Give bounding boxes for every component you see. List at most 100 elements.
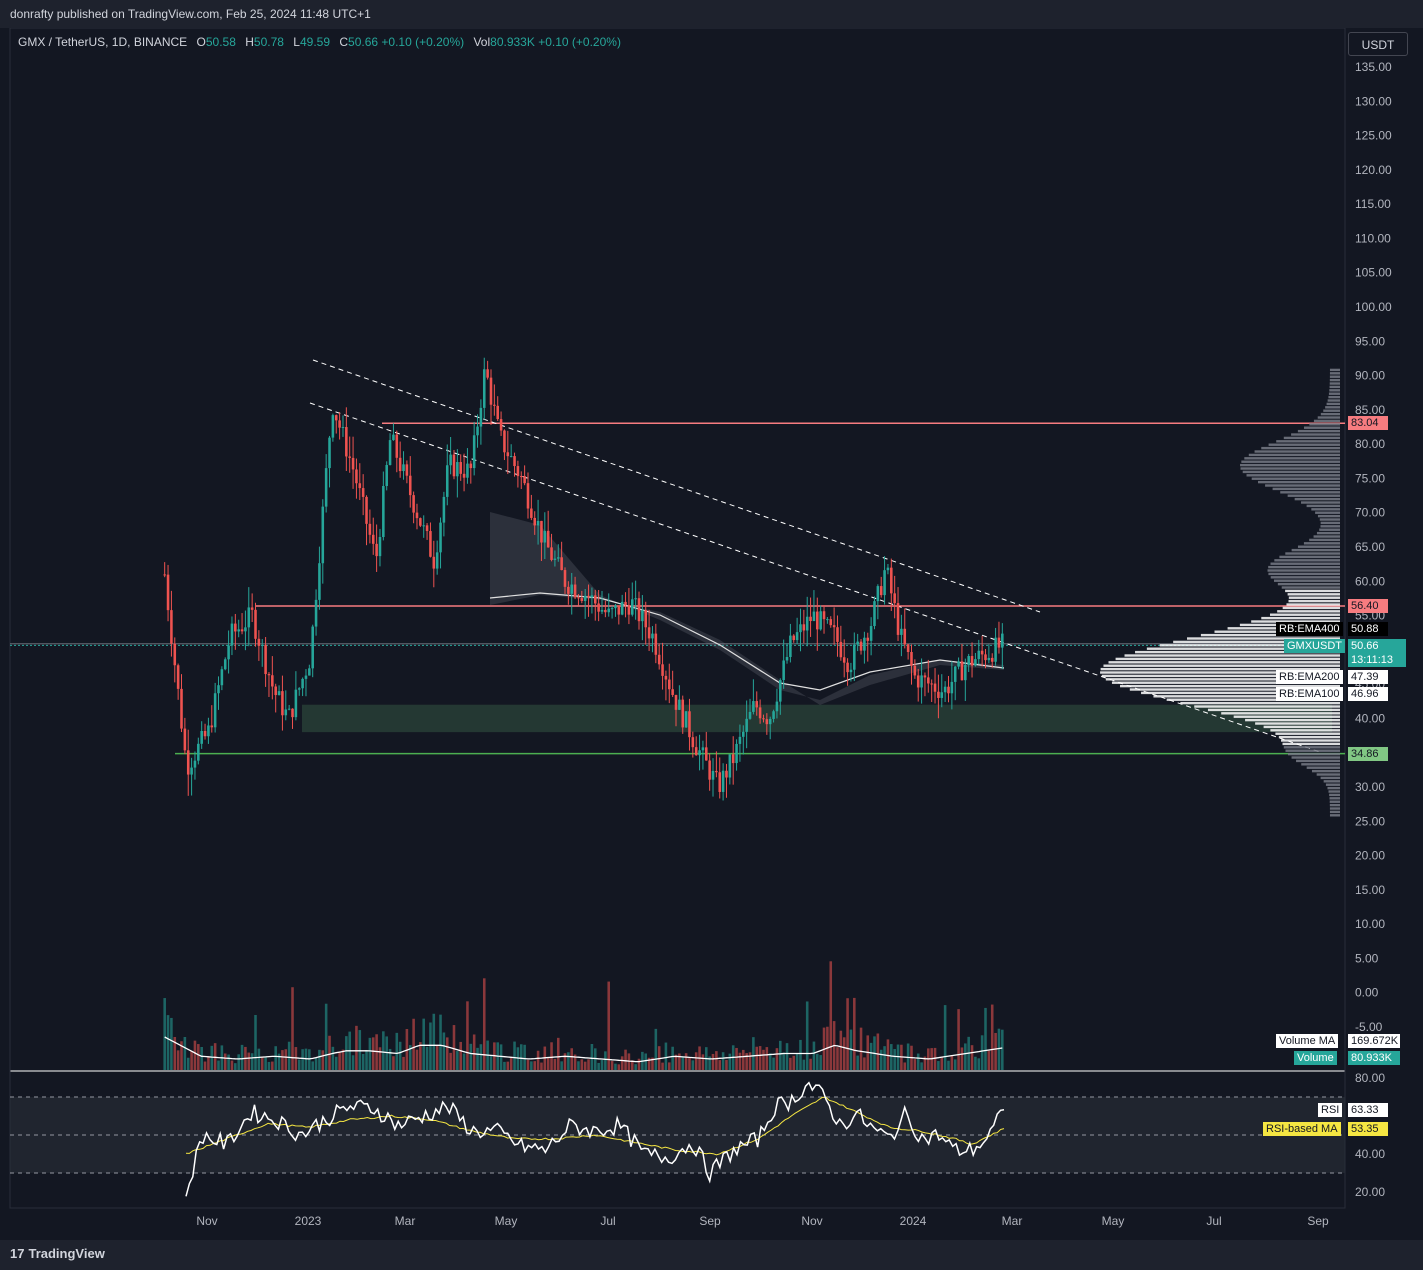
volume-bar — [311, 1061, 314, 1070]
time-tick-label: Jul — [600, 1214, 615, 1228]
candle-body — [442, 496, 446, 523]
volume-bar — [466, 1001, 469, 1070]
volume-bar — [183, 1036, 187, 1070]
volume-bar — [610, 1061, 614, 1070]
volume-bar — [748, 1052, 752, 1070]
volume-profile-bar — [1329, 368, 1340, 372]
volume-profile-bar — [1288, 599, 1340, 603]
time-tick-label: Jul — [1206, 1214, 1221, 1228]
candle-body — [318, 563, 321, 600]
volume-bar — [163, 998, 166, 1070]
volume-profile-bar — [1111, 681, 1340, 684]
volume-profile-bar — [1287, 593, 1340, 596]
candle-body — [708, 760, 711, 780]
candle-body — [674, 694, 678, 710]
volume-bar — [358, 1030, 362, 1070]
volume-bar — [301, 1049, 304, 1070]
volume-bar — [314, 1058, 318, 1070]
volume-bar — [960, 1047, 964, 1070]
volume-profile-bar — [1263, 725, 1340, 729]
volume-bar — [742, 1049, 745, 1070]
volume-profile-bar — [1268, 572, 1340, 576]
volume-bar — [456, 1050, 459, 1070]
volume-profile-bar — [1320, 521, 1340, 525]
volume-bar — [593, 1048, 597, 1070]
volume-profile-bar — [1135, 650, 1340, 654]
volume-name-tag: Volume — [1294, 1051, 1337, 1065]
volume-bar — [482, 978, 486, 1070]
price-tick-label: 75.00 — [1355, 471, 1385, 485]
volume-bar — [170, 1017, 173, 1070]
time-tick-label: Nov — [801, 1214, 822, 1228]
volume-bar — [799, 1039, 802, 1070]
candle-body — [523, 476, 526, 484]
candle-body — [567, 586, 570, 594]
volume-bar — [937, 1061, 940, 1070]
candle-body — [668, 679, 671, 690]
volume-profile-bar — [1275, 732, 1340, 735]
volume-bar — [903, 1062, 907, 1070]
volume-bar — [190, 1050, 193, 1070]
volume-profile-bar — [1288, 752, 1340, 756]
candle-body — [987, 657, 991, 661]
volume-profile-bar — [1124, 654, 1340, 657]
volume-profile-bar — [1328, 392, 1340, 395]
candle-body — [499, 419, 503, 431]
candle-body — [792, 635, 796, 641]
candle-body — [452, 454, 456, 477]
candle-body — [927, 677, 930, 684]
volume-profile-bar — [1200, 633, 1340, 637]
volume-profile-bar — [1258, 480, 1340, 484]
resistance-price-tag: 56.40 — [1348, 598, 1388, 613]
volume-bar — [624, 1049, 627, 1070]
volume-profile-bar — [1326, 402, 1340, 406]
candle-body — [287, 708, 291, 710]
plot-frame — [9, 27, 1346, 1209]
volume-bar — [597, 1062, 600, 1070]
volume-profile-bar — [1329, 810, 1340, 814]
volume-bar — [802, 1059, 806, 1070]
candle-body — [247, 607, 251, 628]
volume-bar — [567, 1052, 570, 1070]
ema-name-tag: RB:EMA100 — [1276, 687, 1343, 701]
candle-body — [291, 708, 294, 718]
volume-bar — [469, 1043, 473, 1070]
volume-bar — [846, 998, 849, 1070]
currency-button[interactable]: USDT — [1348, 32, 1408, 56]
candle-body — [960, 661, 964, 681]
volume-profile-bar — [1277, 610, 1340, 613]
price-tick-label: 70.00 — [1355, 506, 1385, 520]
volume-bar — [953, 1059, 957, 1070]
price-tick-label: 0.00 — [1355, 986, 1379, 1000]
volume-bar — [536, 1050, 540, 1070]
volume-profile-bar — [1303, 542, 1340, 545]
volume-bar — [425, 1046, 429, 1070]
candle-body — [375, 543, 378, 557]
candle-body — [812, 611, 816, 622]
candle-body — [984, 654, 987, 661]
volume-bar — [738, 1052, 742, 1070]
candle-body — [846, 662, 849, 673]
volume-profile-bar — [1328, 395, 1340, 399]
candle-body — [496, 405, 499, 420]
volume-bar — [785, 1043, 789, 1070]
volume-bar — [324, 1003, 328, 1070]
volume-bar — [678, 1053, 681, 1070]
price-tick-label: 100.00 — [1355, 300, 1392, 314]
volume-profile-bar — [1328, 790, 1340, 793]
volume-profile-bar — [1248, 453, 1340, 457]
candle-body — [886, 567, 890, 571]
candle-body — [405, 464, 409, 476]
volume-bar — [772, 1057, 775, 1070]
candle-body — [223, 659, 227, 670]
volume-profile-bar — [1166, 698, 1340, 701]
volume-bar — [920, 1062, 923, 1070]
volume-bar — [472, 1034, 476, 1070]
volume-bar — [795, 1053, 799, 1070]
volume-bar — [203, 1061, 207, 1070]
candle-body — [466, 463, 469, 478]
volume-bar — [334, 1056, 338, 1070]
candle-body — [873, 601, 876, 627]
volume-bar — [836, 1047, 839, 1070]
